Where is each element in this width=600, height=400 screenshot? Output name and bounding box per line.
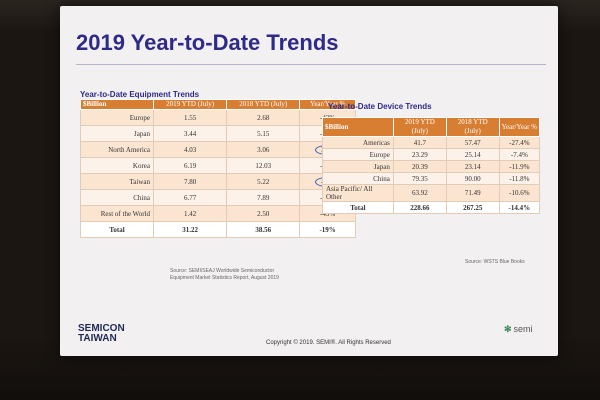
ytd-2018-value: 12.03: [226, 157, 301, 174]
equipment-table-title: Year-to-Date Equipment Trends: [80, 90, 200, 99]
device-header-2018: 2018 YTD (July): [445, 117, 500, 137]
total-2018-value: 267.25: [445, 201, 500, 214]
region-label: Korea: [80, 157, 154, 174]
device-header-2019: 2019 YTD (July): [392, 117, 447, 137]
ytd-2019-value: 4.03: [152, 141, 228, 158]
total-yoy-value: -19%: [299, 221, 356, 238]
region-label: Japan: [322, 160, 394, 173]
ytd-2019-value: 6.77: [152, 189, 228, 206]
equipment-header-2018: 2018 YTD (July): [226, 99, 301, 110]
equipment-source-note: Source: SEMI/SEAJ Worldwide Semiconducto…: [170, 268, 279, 281]
projection-screen: 2019 Year-to-Date Trends Year-to-Date Eq…: [60, 6, 558, 356]
title-divider: [76, 64, 546, 65]
ytd-2018-value: 71.49: [445, 184, 500, 202]
region-label: Rest of the World: [80, 205, 154, 222]
yoy-value: -11.9%: [498, 160, 541, 173]
ytd-2019-value: 79.35: [392, 172, 447, 185]
ytd-2018-value: 23.14: [445, 160, 500, 173]
equipment-header-2019: 2019 YTD (July): [152, 99, 228, 110]
table-row: North America 4.03 3.06 32%: [80, 141, 356, 158]
ytd-2019-value: 6.19: [152, 157, 228, 174]
table-row: Japan 20.39 23.14 -11.9%: [322, 160, 541, 173]
total-2019-value: 31.22: [152, 221, 228, 238]
logo-line-1: SEMICON: [78, 323, 125, 334]
ytd-2019-value: 20.39: [392, 160, 447, 173]
ytd-2018-value: 57.47: [445, 136, 500, 149]
device-trends-table: $Billion 2019 YTD (July) 2018 YTD (July)…: [322, 117, 541, 214]
device-table-title: Year-to-Date Device Trends: [328, 102, 432, 111]
ytd-2019-value: 1.55: [152, 109, 228, 126]
device-source-note: Source: WSTS Blue Books: [465, 259, 525, 265]
region-label: North America: [80, 141, 154, 158]
region-label: Americas: [322, 136, 394, 149]
yoy-value: -27.4%: [498, 136, 541, 149]
table-row: Europe 1.55 2.68 -42%: [80, 109, 356, 126]
table-row: Europe 23.29 25.14 -7.4%: [322, 148, 541, 161]
table-row: Korea 6.19 12.03 -48%: [80, 157, 356, 174]
total-label: Total: [80, 221, 154, 238]
equipment-header-unit: $Billion: [80, 99, 154, 110]
logo-line-2: TAIWAN: [78, 333, 117, 344]
ytd-2018-value: 5.15: [226, 125, 301, 142]
region-label: Europe: [80, 109, 154, 126]
region-label: Japan: [80, 125, 154, 142]
copyright-footer: Copyright © 2019. SEMI®. All Rights Rese…: [266, 340, 391, 346]
slide-title: 2019 Year-to-Date Trends: [76, 30, 339, 55]
device-header-yoy: Year/Year %: [498, 117, 541, 137]
equipment-header-row: $Billion 2019 YTD (July) 2018 YTD (July)…: [80, 99, 356, 110]
device-header-row: $Billion 2019 YTD (July) 2018 YTD (July)…: [322, 117, 541, 137]
table-row: Japan 3.44 5.15 -33%: [80, 125, 356, 142]
table-row: Rest of the World 1.42 2.50 -43%: [80, 205, 356, 222]
region-label: China: [80, 189, 154, 206]
total-2019-value: 228.66: [392, 201, 447, 214]
semi-logo: ✻ semi: [504, 324, 533, 335]
table-row: Taiwan 7.80 5.22 49%: [80, 173, 356, 190]
ytd-2018-value: 2.50: [226, 205, 301, 222]
semi-logo-text: semi: [513, 324, 533, 334]
region-label: Asia Pacific/ All Other: [322, 184, 394, 202]
ytd-2019-value: 3.44: [152, 125, 228, 142]
ytd-2019-value: 1.42: [152, 205, 228, 222]
equipment-total-row: Total 31.22 38.56 -19%: [80, 221, 356, 238]
semicon-taiwan-logo: SEMICON TAIWAN: [78, 324, 125, 344]
total-label: Total: [322, 201, 394, 214]
device-total-row: Total 228.66 267.25 -14.4%: [322, 201, 541, 214]
table-row: Asia Pacific/ All Other 63.92 71.49 -10.…: [322, 184, 541, 202]
region-label: Europe: [322, 148, 394, 161]
ytd-2019-value: 23.29: [392, 148, 447, 161]
region-label: China: [322, 172, 394, 185]
yoy-value: -7.4%: [498, 148, 541, 161]
ytd-2019-value: 41.7: [392, 136, 447, 149]
table-row: China 6.77 7.89 -14%: [80, 189, 356, 206]
ytd-2018-value: 7.89: [226, 189, 301, 206]
yoy-value: -10.6%: [498, 184, 541, 202]
ytd-2019-value: 63.92: [392, 184, 447, 202]
device-header-unit: $Billion: [322, 117, 394, 137]
ytd-2018-value: 90.00: [445, 172, 500, 185]
region-label: Taiwan: [80, 173, 154, 190]
ytd-2018-value: 25.14: [445, 148, 500, 161]
yoy-value: -11.8%: [498, 172, 541, 185]
equipment-trends-table: $Billion 2019 YTD (July) 2018 YTD (July)…: [80, 99, 356, 238]
table-row: Americas 41.7 57.47 -27.4%: [322, 136, 541, 149]
table-row: China 79.35 90.00 -11.8%: [322, 172, 541, 185]
ytd-2018-value: 3.06: [226, 141, 301, 158]
ytd-2019-value: 7.80: [152, 173, 228, 190]
total-2018-value: 38.56: [226, 221, 301, 238]
semi-leaf-icon: ✻: [504, 324, 512, 334]
ytd-2018-value: 5.22: [226, 173, 301, 190]
total-yoy-value: -14.4%: [498, 201, 541, 214]
ytd-2018-value: 2.68: [226, 109, 301, 126]
